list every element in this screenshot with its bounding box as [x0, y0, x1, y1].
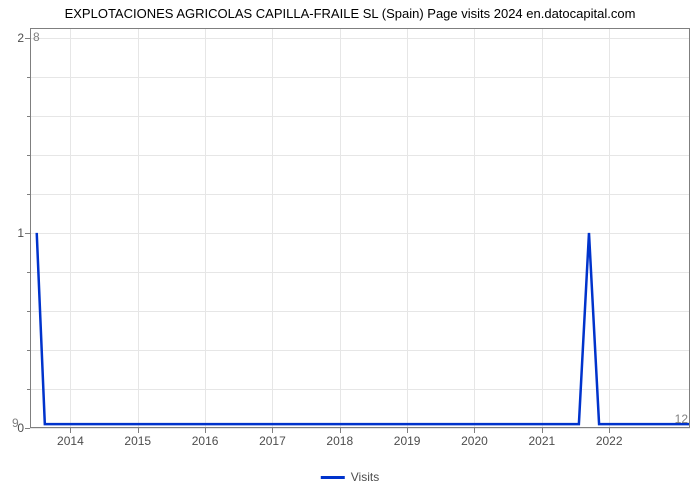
ytick-label: 2 [17, 31, 30, 45]
xtick-label: 2017 [259, 428, 286, 448]
legend-swatch [321, 476, 345, 479]
ytick-label: 0 [17, 421, 30, 435]
ytick-mark-minor [27, 155, 30, 156]
ytick-mark-minor [27, 194, 30, 195]
chart-title: EXPLOTACIONES AGRICOLAS CAPILLA-FRAILE S… [65, 6, 636, 21]
legend: Visits [321, 470, 379, 484]
xtick-label: 2020 [461, 428, 488, 448]
corner-label-bottom-right: 12 [675, 412, 688, 426]
corner-label-top-left: 8 [33, 30, 40, 44]
xtick-label: 2016 [192, 428, 219, 448]
xtick-label: 2019 [394, 428, 421, 448]
chart-container: EXPLOTACIONES AGRICOLAS CAPILLA-FRAILE S… [0, 0, 700, 500]
ytick-mark-minor [27, 77, 30, 78]
ytick-mark-minor [27, 350, 30, 351]
legend-label: Visits [351, 470, 379, 484]
xtick-label: 2014 [57, 428, 84, 448]
xtick-label: 2018 [326, 428, 353, 448]
xtick-label: 2021 [528, 428, 555, 448]
ytick-mark-minor [27, 116, 30, 117]
xtick-label: 2015 [124, 428, 151, 448]
ytick-mark-minor [27, 389, 30, 390]
series-line [30, 28, 690, 428]
ytick-mark-minor [27, 311, 30, 312]
ytick-mark-minor [27, 272, 30, 273]
ytick-label: 1 [17, 226, 30, 240]
plot-area: 8 9 12 201420152016201720182019202020212… [30, 28, 690, 428]
xtick-label: 2022 [596, 428, 623, 448]
